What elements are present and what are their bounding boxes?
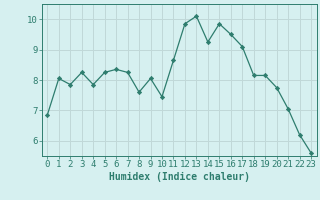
X-axis label: Humidex (Indice chaleur): Humidex (Indice chaleur): [109, 172, 250, 182]
